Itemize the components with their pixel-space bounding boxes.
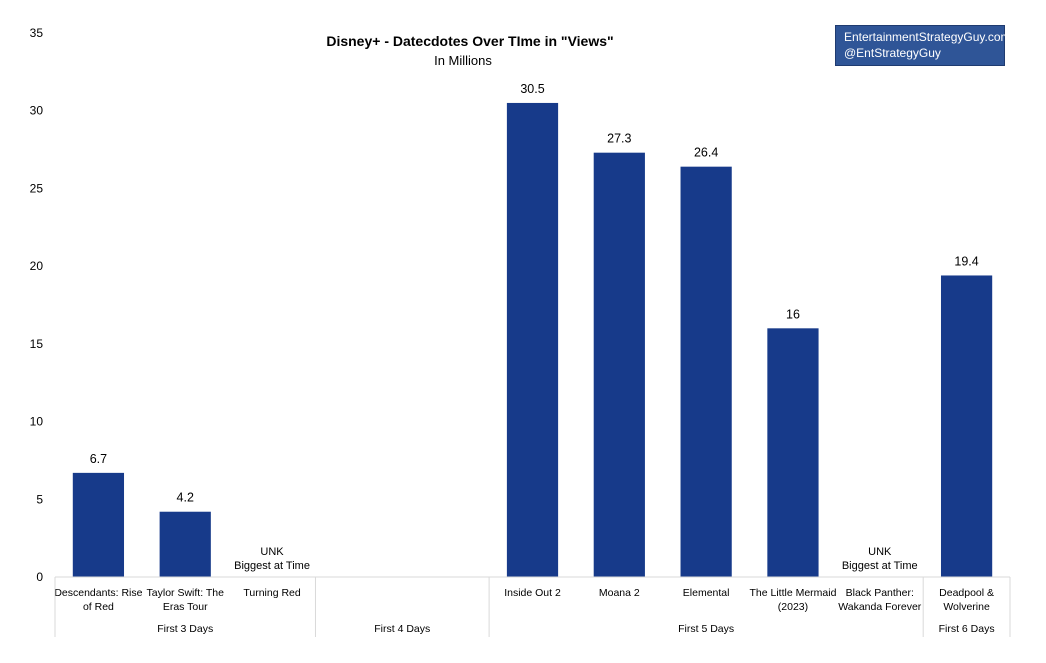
data-label: 16 bbox=[786, 307, 800, 321]
category-label: Inside Out 2 bbox=[504, 587, 561, 599]
credit-site: EntertainmentStrategyGuy.com bbox=[844, 30, 1011, 44]
data-labels: 6.7 4.2 30.5 27.3 26.4 16 19.4 bbox=[90, 82, 979, 505]
category-label: Black Panther: bbox=[846, 587, 914, 599]
bar-note: UNK bbox=[868, 546, 892, 558]
y-tick-label: 10 bbox=[30, 415, 44, 429]
category-label: (2023) bbox=[778, 601, 808, 613]
y-tick-label: 0 bbox=[36, 570, 43, 584]
category-label: Eras Tour bbox=[163, 601, 208, 613]
bar-note: UNK bbox=[260, 546, 284, 558]
data-label: 26.4 bbox=[694, 146, 718, 160]
bar bbox=[593, 152, 645, 577]
data-label: 19.4 bbox=[954, 254, 978, 268]
category-label: Wolverine bbox=[943, 601, 990, 613]
bar bbox=[680, 166, 732, 577]
bar-note: Biggest at Time bbox=[234, 560, 310, 572]
bar-note: Biggest at Time bbox=[842, 560, 918, 572]
bars bbox=[72, 102, 993, 577]
data-label: 27.3 bbox=[607, 132, 631, 146]
y-tick-label: 20 bbox=[30, 259, 44, 273]
category-label: Moana 2 bbox=[599, 587, 640, 599]
group-label: First 5 Days bbox=[678, 623, 734, 635]
x-axis: Descendants: Rise of Red Taylor Swift: The… bbox=[54, 576, 1011, 637]
y-tick-label: 25 bbox=[30, 181, 44, 195]
category-label: Descendants: Rise bbox=[54, 587, 142, 599]
data-label: 4.2 bbox=[177, 491, 194, 505]
notes: UNK Biggest at Time UNK Biggest at Time bbox=[234, 546, 918, 572]
y-tick-label: 15 bbox=[30, 337, 44, 351]
y-axis: 0 5 10 15 20 25 30 35 bbox=[30, 26, 44, 584]
category-label: of Red bbox=[83, 601, 114, 613]
bar bbox=[506, 102, 559, 577]
category-label: Elemental bbox=[683, 587, 730, 599]
bar bbox=[940, 275, 993, 577]
group-label: First 3 Days bbox=[157, 623, 213, 635]
category-label: Taylor Swift: The bbox=[147, 587, 225, 599]
bar bbox=[767, 328, 819, 577]
category-label: Deadpool & bbox=[939, 587, 994, 599]
data-label: 6.7 bbox=[90, 452, 107, 466]
bar bbox=[159, 511, 211, 577]
chart-title: Disney+ - Datecdotes Over TIme in "Views… bbox=[326, 33, 613, 49]
category-label: Turning Red bbox=[243, 587, 301, 599]
y-tick-label: 35 bbox=[30, 26, 44, 40]
category-label: Wakanda Forever bbox=[838, 601, 922, 613]
y-tick-label: 5 bbox=[36, 492, 43, 506]
bar bbox=[72, 472, 125, 577]
credit-handle: @EntStrategyGuy bbox=[844, 46, 941, 60]
credit-box: EntertainmentStrategyGuy.com @EntStrateg… bbox=[835, 25, 1011, 66]
category-label: The Little Mermaid bbox=[749, 587, 836, 599]
group-label: First 4 Days bbox=[374, 623, 430, 635]
chart-subtitle: In Millions bbox=[434, 53, 492, 68]
group-label: First 6 Days bbox=[939, 623, 995, 635]
data-label: 30.5 bbox=[520, 82, 544, 96]
y-tick-label: 30 bbox=[30, 104, 44, 118]
